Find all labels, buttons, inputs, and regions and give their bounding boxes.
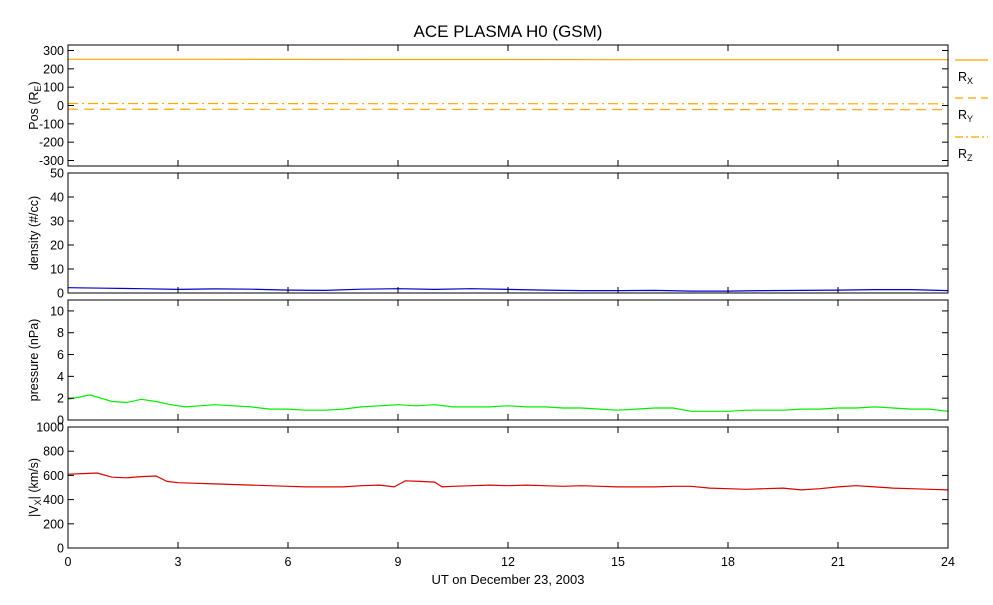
position-legend: RX RY RZ [955, 60, 988, 163]
x-tick-label-0: 0 [65, 555, 72, 569]
x-tick-label-5: 15 [611, 555, 625, 569]
y-tick-label-pos-3: 0 [57, 99, 64, 113]
panel-vx: 1000 800 600 400 200 0 |VX| (km/s) [27, 421, 948, 556]
series-pressure-0 [68, 395, 948, 411]
legend-label-0: RX [958, 70, 973, 86]
y-tick-label-density-4: 10 [50, 263, 64, 277]
y-tick-label-vx-4: 200 [43, 517, 64, 531]
y-axis-label-density: density (#/cc) [27, 196, 41, 270]
panel-frame-density [68, 173, 948, 293]
x-tick-label-4: 12 [501, 555, 515, 569]
y-tick-label-pressure-3: 4 [57, 370, 64, 384]
y-tick-label-pos-1: 200 [43, 62, 64, 76]
legend-label-2: RZ [958, 147, 973, 163]
y-tick-label-pressure-1: 8 [57, 326, 64, 340]
x-tick-label-3: 9 [395, 555, 402, 569]
series-vx-0 [68, 473, 948, 490]
x-tick-label-2: 6 [285, 555, 292, 569]
y-tick-label-density-1: 40 [50, 191, 64, 205]
y-tick-label-pos-5: -200 [39, 136, 64, 150]
y-tick-label-pressure-4: 2 [57, 392, 64, 406]
y-tick-label-vx-1: 800 [43, 445, 64, 459]
y-tick-label-pressure-2: 6 [57, 348, 64, 362]
y-tick-label-vx-3: 400 [43, 493, 64, 507]
y-axis-label-pos: Pos (RE) [27, 81, 43, 129]
chart-title: ACE PLASMA H0 (GSM) [414, 22, 603, 41]
y-tick-label-vx-5: 0 [57, 542, 64, 556]
y-axis-label-vx: |VX| (km/s) [27, 458, 43, 517]
x-axis-label: UT on December 23, 2003 [432, 572, 585, 587]
x-tick-labels: 0 3 6 9 12 15 18 21 24 [65, 555, 955, 569]
x-tick-label-6: 18 [721, 555, 735, 569]
legend-label-1: RY [958, 108, 973, 124]
y-tick-label-density-2: 30 [50, 215, 64, 229]
panel-frame-vx [68, 427, 948, 548]
x-tick-label-1: 3 [175, 555, 182, 569]
panel-density: 50 40 30 20 10 0 density (#/cc) [27, 167, 948, 301]
y-tick-label-pressure-0: 10 [50, 304, 64, 318]
y-tick-label-vx-0: 1000 [36, 421, 64, 435]
y-tick-label-pos-0: 300 [43, 44, 64, 58]
y-tick-label-density-0: 50 [50, 167, 64, 181]
y-tick-label-pos-4: -100 [39, 117, 64, 131]
series-pos-1 [68, 109, 948, 110]
y-tick-label-density-3: 20 [50, 239, 64, 253]
y-tick-label-density-5: 0 [57, 287, 64, 301]
y-axis-label-pressure: pressure (nPa) [27, 319, 41, 402]
y-tick-label-vx-2: 600 [43, 469, 64, 483]
panel-frame-pos [68, 45, 948, 166]
y-tick-label-pos-2: 100 [43, 81, 64, 95]
x-tick-label-7: 21 [831, 555, 845, 569]
x-tick-label-8: 24 [941, 555, 955, 569]
panel-frame-pressure [68, 300, 948, 420]
